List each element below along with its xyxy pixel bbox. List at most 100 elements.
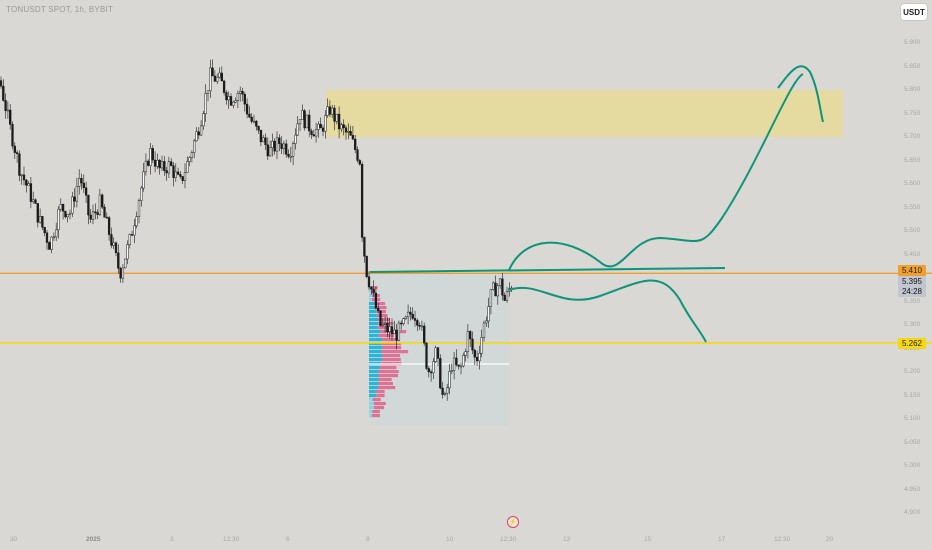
price-tick-label: 5.650 — [904, 156, 921, 164]
candle-body — [216, 76, 219, 82]
candle-body — [153, 159, 157, 167]
candle-body — [232, 101, 235, 106]
profile-bar-buy — [369, 354, 383, 358]
candle-body — [84, 187, 88, 196]
profile-bar-buy — [369, 366, 381, 370]
candle-body — [259, 129, 263, 143]
time-tick-label: 12:30 — [500, 536, 517, 543]
profile-bar-sell — [375, 302, 386, 306]
profile-bar-sell — [376, 314, 388, 318]
candle-body — [446, 387, 449, 394]
profile-bar-buy — [369, 326, 378, 330]
candle-body — [383, 322, 387, 325]
candle-body — [241, 90, 244, 95]
candle-body — [225, 92, 228, 101]
candle-body — [448, 371, 451, 389]
candle-body — [411, 313, 414, 319]
candle-body — [473, 349, 476, 358]
forecast-paths[interactable] — [369, 65, 824, 343]
candle-body — [310, 130, 313, 135]
candle-body — [406, 311, 410, 318]
candle-body — [333, 107, 336, 122]
candle-body — [471, 338, 474, 351]
candle-body — [492, 282, 495, 290]
time-tick-label: 12:30 — [774, 536, 791, 543]
profile-bar-sell — [382, 354, 401, 358]
candle-body — [331, 107, 334, 115]
candle-body — [370, 286, 373, 290]
profile-bar-buy — [369, 294, 373, 298]
candle-body — [462, 355, 465, 367]
forecast-path — [777, 65, 824, 123]
candle-body — [314, 129, 318, 137]
profile-bar-sell — [374, 306, 387, 310]
lightning-icon[interactable]: ⚡ — [507, 516, 519, 528]
price-tick-label: 5.550 — [904, 203, 921, 211]
candle-body — [199, 125, 203, 136]
candle-body — [351, 135, 355, 140]
profile-bar-sell — [381, 350, 409, 354]
profile-bar-sell — [378, 378, 392, 382]
profile-bar-sell — [372, 410, 380, 414]
profile-bar-buy — [369, 390, 376, 394]
candle-body — [342, 124, 345, 128]
candle-body — [144, 160, 148, 173]
candle-body — [239, 90, 242, 94]
candle-body — [181, 176, 184, 181]
candle-body — [227, 96, 230, 101]
currency-button[interactable]: USDT — [900, 3, 928, 21]
candle-body — [57, 208, 60, 231]
time-tick-label: 10 — [446, 536, 454, 543]
profile-bar-buy — [369, 314, 377, 318]
candle-body — [245, 103, 249, 115]
candle-body — [432, 361, 435, 374]
candlestick-series — [0, 59, 513, 401]
candle-body — [190, 152, 194, 158]
profile-bar-sell — [380, 366, 397, 370]
candle-body — [137, 200, 141, 217]
candle-body — [324, 115, 327, 132]
candle-body — [163, 161, 166, 171]
candle-body — [110, 234, 113, 246]
time-tick-label: 2025 — [86, 536, 101, 543]
candle-body — [101, 194, 104, 208]
candle-body — [96, 212, 99, 215]
price-tick-label: 4.950 — [904, 485, 921, 493]
candle-body — [255, 120, 258, 127]
candle-body — [487, 306, 490, 322]
time-tick-label: 12:30 — [223, 536, 240, 543]
profile-bar-sell — [378, 382, 393, 386]
candle-body — [195, 131, 198, 142]
candle-body — [43, 227, 46, 234]
price-tick-label: 5.700 — [904, 133, 921, 140]
profile-bar-sell — [377, 326, 388, 330]
candle-body — [266, 144, 269, 157]
candle-body — [105, 216, 108, 219]
candle-body — [172, 165, 175, 178]
candle-body — [418, 325, 421, 327]
candle-body — [149, 148, 152, 166]
candle-body — [218, 72, 221, 78]
candle-body — [482, 322, 486, 338]
candle-body — [475, 357, 479, 362]
price-tick-label: 5.000 — [904, 462, 921, 469]
candle-body — [55, 229, 58, 238]
price-tick-label: 5.750 — [904, 109, 921, 117]
time-tick-label: 8 — [366, 536, 370, 543]
candle-body — [9, 109, 12, 125]
forecast-path — [369, 267, 726, 273]
candle-body — [61, 204, 65, 212]
profile-bar-buy — [369, 290, 372, 294]
candle-body — [498, 278, 502, 287]
profile-bar-buy — [369, 298, 372, 302]
time-tick-label: 20 — [826, 536, 834, 543]
candle-body — [158, 159, 161, 169]
candle-body — [6, 109, 10, 112]
candle-body — [117, 252, 120, 269]
candle-body — [202, 113, 205, 127]
candle-body — [48, 242, 51, 250]
candle-body — [285, 143, 288, 155]
candle-body — [126, 244, 129, 260]
candle-body — [388, 326, 391, 332]
